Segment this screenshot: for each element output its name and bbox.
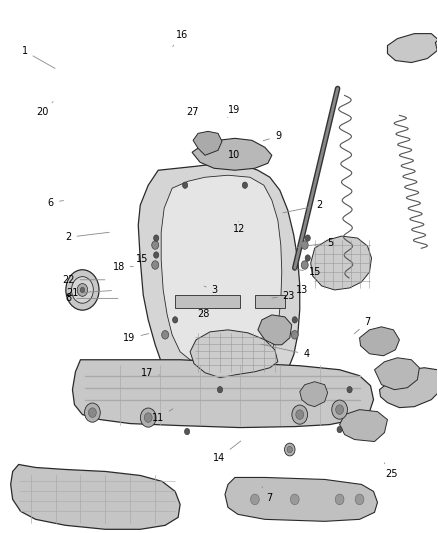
Circle shape [292, 405, 307, 424]
Circle shape [301, 241, 308, 249]
Circle shape [335, 494, 344, 505]
Text: 22: 22 [62, 275, 105, 285]
Text: 7: 7 [262, 487, 272, 503]
Text: 1: 1 [21, 46, 55, 68]
Text: 19: 19 [124, 333, 148, 343]
Text: 9: 9 [263, 131, 281, 141]
Text: 8: 8 [65, 293, 118, 303]
Polygon shape [311, 236, 371, 290]
Circle shape [140, 408, 156, 427]
Polygon shape [11, 464, 180, 529]
Text: 2: 2 [283, 200, 322, 213]
Circle shape [332, 400, 347, 419]
Circle shape [305, 255, 311, 261]
Text: 15: 15 [296, 267, 321, 277]
Polygon shape [435, 35, 438, 56]
Text: 18: 18 [113, 262, 133, 271]
Circle shape [305, 235, 311, 241]
Circle shape [85, 403, 100, 422]
Circle shape [251, 494, 259, 505]
Circle shape [285, 443, 295, 456]
Text: 14: 14 [213, 441, 241, 463]
Polygon shape [225, 478, 378, 521]
Circle shape [355, 494, 364, 505]
Circle shape [162, 330, 169, 339]
Polygon shape [360, 327, 399, 356]
Text: 21: 21 [67, 288, 111, 298]
Text: 5: 5 [296, 238, 333, 247]
Polygon shape [161, 175, 282, 367]
Text: 6: 6 [48, 198, 64, 208]
Circle shape [154, 252, 159, 258]
Polygon shape [190, 330, 278, 378]
Circle shape [296, 410, 304, 419]
Circle shape [217, 386, 223, 393]
Polygon shape [388, 34, 438, 62]
Circle shape [184, 429, 190, 435]
Polygon shape [72, 360, 374, 427]
Circle shape [301, 261, 308, 269]
Polygon shape [374, 358, 419, 390]
Polygon shape [255, 295, 285, 308]
Polygon shape [138, 163, 300, 400]
Text: 3: 3 [204, 286, 218, 295]
Circle shape [77, 284, 88, 296]
Text: 13: 13 [291, 286, 308, 298]
Text: 25: 25 [384, 463, 398, 479]
Text: 28: 28 [198, 309, 210, 319]
Circle shape [154, 235, 159, 241]
Circle shape [292, 317, 297, 323]
Text: 17: 17 [141, 368, 159, 378]
Text: 4: 4 [261, 344, 309, 359]
Polygon shape [192, 139, 272, 170]
Text: 16: 16 [173, 30, 188, 46]
Circle shape [173, 317, 178, 323]
Text: 19: 19 [228, 104, 240, 118]
Circle shape [183, 182, 188, 188]
Circle shape [337, 426, 342, 433]
Circle shape [287, 446, 293, 453]
Circle shape [152, 241, 159, 249]
Text: 27: 27 [187, 107, 199, 117]
Polygon shape [175, 295, 240, 308]
Text: 7: 7 [354, 317, 371, 334]
Polygon shape [300, 382, 328, 407]
Circle shape [291, 330, 298, 339]
Circle shape [347, 386, 352, 393]
Circle shape [144, 413, 152, 422]
Circle shape [66, 270, 99, 310]
Circle shape [290, 494, 299, 505]
Text: 15: 15 [136, 254, 155, 264]
Text: 12: 12 [233, 221, 245, 235]
Circle shape [336, 405, 343, 415]
Polygon shape [339, 410, 388, 441]
Text: 11: 11 [152, 409, 173, 423]
Circle shape [88, 408, 96, 417]
Text: 10: 10 [228, 150, 240, 160]
Text: 2: 2 [65, 232, 109, 243]
Polygon shape [193, 131, 222, 155]
Text: 20: 20 [36, 102, 53, 117]
Circle shape [80, 287, 85, 293]
Polygon shape [379, 368, 438, 408]
Circle shape [71, 277, 93, 303]
Circle shape [152, 261, 159, 269]
Text: 23: 23 [272, 290, 295, 301]
Polygon shape [258, 315, 292, 345]
Circle shape [242, 182, 247, 188]
